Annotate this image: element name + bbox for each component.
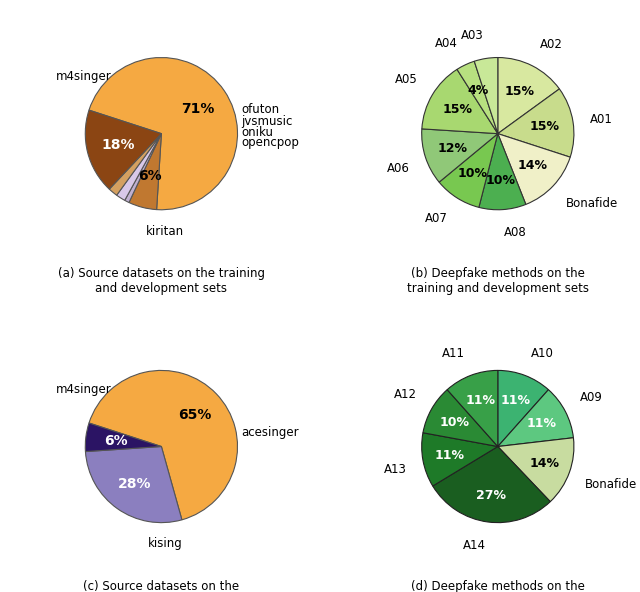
Text: Bonafide: Bonafide (566, 197, 618, 210)
Wedge shape (85, 110, 161, 189)
Text: Bonafide: Bonafide (585, 478, 637, 491)
Wedge shape (89, 371, 237, 520)
Wedge shape (422, 129, 498, 182)
Text: A09: A09 (580, 391, 603, 404)
Wedge shape (125, 134, 161, 202)
Wedge shape (498, 437, 574, 501)
Text: A06: A06 (387, 162, 410, 175)
Text: kising: kising (148, 538, 182, 551)
Wedge shape (479, 134, 526, 210)
Text: 12%: 12% (438, 141, 468, 155)
Text: A02: A02 (540, 38, 563, 51)
Text: A08: A08 (504, 226, 526, 239)
Title: (c) Source datasets on the
evaluation set: (c) Source datasets on the evaluation se… (83, 580, 239, 592)
Text: 15%: 15% (442, 103, 472, 116)
Text: A13: A13 (383, 464, 406, 477)
Text: A04: A04 (435, 37, 458, 50)
Text: oniku: oniku (241, 126, 273, 139)
Wedge shape (498, 134, 570, 204)
Text: A14: A14 (463, 539, 486, 552)
Text: jvsmusic: jvsmusic (241, 115, 292, 128)
Text: m4singer: m4singer (56, 70, 112, 83)
Text: opencpop: opencpop (241, 136, 299, 149)
Wedge shape (422, 69, 498, 134)
Text: kiritan: kiritan (146, 224, 184, 237)
Text: 4%: 4% (467, 85, 488, 98)
Text: 6%: 6% (104, 434, 128, 448)
Text: 11%: 11% (434, 449, 464, 462)
Wedge shape (433, 446, 550, 523)
Wedge shape (498, 371, 548, 446)
Text: 6%: 6% (139, 169, 162, 184)
Text: 14%: 14% (529, 457, 559, 470)
Wedge shape (109, 134, 161, 195)
Text: 27%: 27% (476, 489, 506, 502)
Wedge shape (89, 57, 237, 210)
Text: A07: A07 (425, 212, 448, 225)
Wedge shape (423, 390, 498, 446)
Wedge shape (439, 134, 498, 207)
Wedge shape (498, 89, 574, 157)
Text: 11%: 11% (465, 394, 495, 407)
Wedge shape (86, 446, 182, 523)
Text: A11: A11 (442, 347, 465, 360)
Wedge shape (498, 57, 559, 134)
Text: A03: A03 (461, 29, 483, 42)
Text: 11%: 11% (500, 394, 531, 407)
Wedge shape (129, 134, 161, 210)
Text: m4singer: m4singer (56, 383, 112, 396)
Text: 11%: 11% (527, 417, 557, 430)
Text: 10%: 10% (486, 174, 516, 187)
Title: (b) Deepfake methods on the
training and development sets: (b) Deepfake methods on the training and… (407, 268, 589, 295)
Text: 65%: 65% (178, 408, 211, 422)
Text: ofuton: ofuton (241, 103, 280, 116)
Text: 15%: 15% (504, 85, 534, 98)
Text: A12: A12 (394, 388, 417, 401)
Wedge shape (85, 423, 161, 452)
Text: A01: A01 (589, 112, 612, 126)
Text: A05: A05 (395, 73, 418, 86)
Text: 10%: 10% (440, 416, 470, 429)
Text: 10%: 10% (458, 167, 488, 180)
Text: 71%: 71% (181, 102, 214, 116)
Wedge shape (116, 134, 161, 200)
Wedge shape (422, 433, 498, 486)
Title: (d) Deepfake methods on the
evaluation set: (d) Deepfake methods on the evaluation s… (411, 580, 585, 592)
Text: A10: A10 (531, 347, 554, 360)
Text: 14%: 14% (517, 159, 547, 172)
Text: 18%: 18% (102, 137, 136, 152)
Title: (a) Source datasets on the training
and development sets: (a) Source datasets on the training and … (58, 268, 265, 295)
Text: acesinger: acesinger (241, 426, 299, 439)
Wedge shape (447, 371, 498, 446)
Text: 15%: 15% (529, 120, 559, 133)
Wedge shape (498, 390, 573, 446)
Wedge shape (457, 61, 498, 134)
Wedge shape (474, 57, 498, 134)
Text: 28%: 28% (118, 477, 152, 491)
